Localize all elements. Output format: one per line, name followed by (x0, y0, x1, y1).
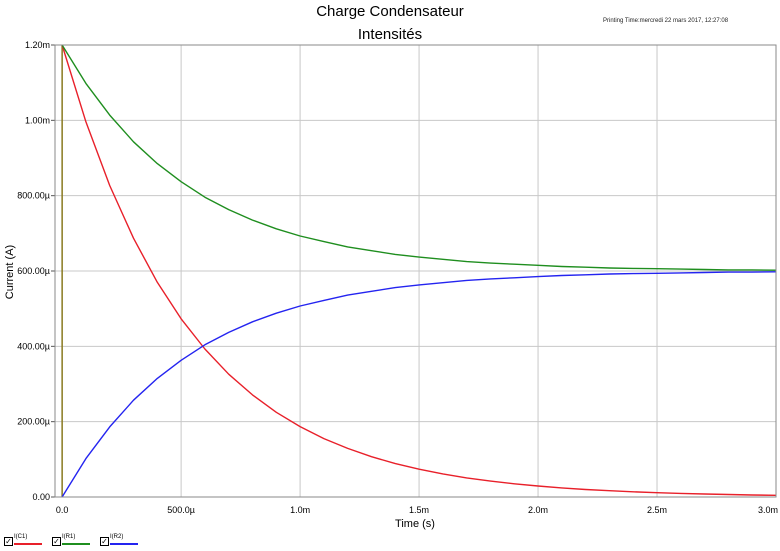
x-tick-label: 2.5m (647, 505, 667, 515)
series-line (61, 44, 777, 496)
legend-swatch (110, 543, 138, 545)
legend-label: I(R2) (110, 534, 124, 540)
plot-border (54, 44, 777, 498)
y-tick-label: 1.20m (25, 40, 50, 50)
x-axis-label: Time (s) (395, 518, 435, 530)
legend-swatch (14, 543, 42, 545)
x-tick-label: 1.0m (290, 505, 310, 515)
legend-checkbox[interactable]: ✓ (52, 537, 61, 546)
x-tick-label: 2.0m (528, 505, 548, 515)
y-tick-label: 200.00µ (17, 417, 50, 427)
y-tick-label: 0.00 (32, 492, 50, 502)
y-tick-label: 800.00µ (17, 191, 50, 201)
x-tick-label: 500.0µ (167, 505, 195, 515)
y-tick-label: 600.00µ (17, 266, 50, 276)
x-tick-label: 1.5m (409, 505, 429, 515)
tick-labels: 0.0 500.0µ 1.0m 1.5m 2.0m 2.5m 3.0m 0.00 200.00µ… (17, 40, 778, 515)
legend-checkbox[interactable]: ✓ (4, 537, 13, 546)
series-line (61, 271, 777, 498)
series-layer (61, 44, 777, 498)
chart-subtitle: Intensités (357, 26, 423, 43)
printing-time: Printing Time:mercredi 22 mars 2017, 12:… (603, 18, 729, 24)
legend-checkbox[interactable]: ✓ (100, 537, 109, 546)
x-tick-label: 0.0 (56, 505, 69, 515)
y-tick-label: 400.00µ (17, 341, 50, 351)
x-tick-label: 3.0m (758, 505, 778, 515)
legend-label: I(C1) (14, 534, 28, 540)
legend-label: I(R1) (62, 534, 76, 540)
y-tick-label: 1.00m (25, 115, 50, 125)
plot-frame (54, 44, 777, 498)
chart-title: Charge Condensateur (316, 3, 464, 20)
legend-swatch (62, 543, 90, 545)
grid (51, 44, 777, 498)
y-axis-label: Current (A) (4, 245, 16, 299)
series-line (61, 44, 777, 271)
